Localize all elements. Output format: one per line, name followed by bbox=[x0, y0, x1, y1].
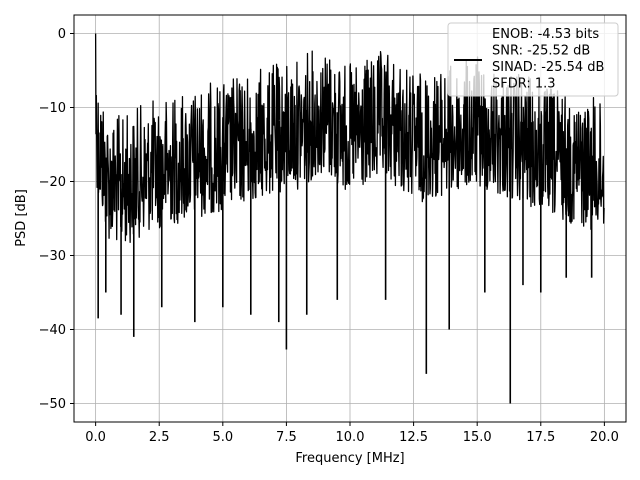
legend-entry: SNR: -25.52 dB bbox=[492, 44, 590, 59]
legend-entry: SFDR: 1.3 bbox=[492, 77, 556, 92]
y-tick-label: 0 bbox=[58, 27, 66, 42]
x-axis-title: Frequency [MHz] bbox=[295, 451, 404, 466]
y-axis-title: PSD [dB] bbox=[14, 189, 29, 247]
x-tick-label: 5.0 bbox=[212, 430, 233, 445]
psd-line bbox=[94, 33, 605, 243]
y-tick-label: −20 bbox=[39, 175, 66, 190]
legend-entry: ENOB: -4.53 bits bbox=[492, 27, 599, 42]
y-axis: 0 −10 −20 −30 −40 −50 bbox=[39, 27, 74, 412]
series-layer bbox=[94, 33, 605, 404]
x-tick-label: 20.0 bbox=[590, 430, 619, 445]
x-tick-label: 7.5 bbox=[276, 430, 297, 445]
x-tick-label: 10.0 bbox=[336, 430, 365, 445]
x-tick-label: 17.5 bbox=[526, 430, 555, 445]
legend-box bbox=[447, 22, 619, 97]
y-tick-label: −40 bbox=[39, 323, 66, 338]
y-tick-label: −10 bbox=[39, 101, 66, 116]
y-tick-label: −50 bbox=[39, 397, 66, 412]
legend-entry: SINAD: -25.54 dB bbox=[492, 60, 604, 75]
x-axis: 0.0 2.5 5.0 7.5 10.0 12.5 15.0 17.5 20.0 bbox=[85, 422, 619, 445]
x-tick-label: 15.0 bbox=[463, 430, 492, 445]
x-tick-label: 2.5 bbox=[149, 430, 170, 445]
x-tick-label: 12.5 bbox=[399, 430, 428, 445]
y-tick-label: −30 bbox=[39, 249, 66, 264]
x-tick-label: 0.0 bbox=[85, 430, 106, 445]
